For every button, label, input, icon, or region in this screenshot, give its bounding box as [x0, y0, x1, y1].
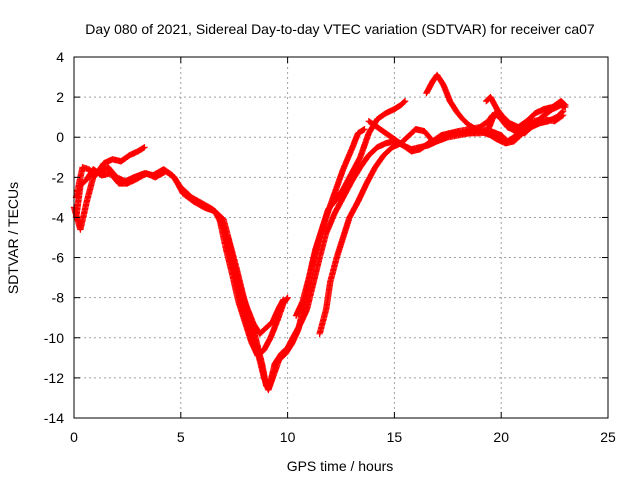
- series-markers: [365, 107, 567, 153]
- series-markers: [224, 234, 287, 337]
- y-tick-label: -6: [52, 250, 65, 266]
- y-tick-label: 2: [56, 89, 64, 105]
- y-tick-labels: -14 -12 -10 -8 -6 -4 -2 0 2 4: [44, 49, 64, 426]
- y-tick-label: -8: [52, 290, 65, 306]
- y-tick-label: -14: [44, 410, 64, 426]
- series-track-6: [292, 97, 409, 319]
- plot-frame: [73, 56, 609, 419]
- x-tick-labels: 0 5 10 15 20 25: [70, 429, 616, 445]
- x-tick-label: 15: [387, 429, 403, 445]
- series-track-3: [72, 126, 368, 394]
- y-axis-label: SDTVAR / TECUs: [5, 182, 21, 294]
- x-tick-label: 25: [600, 429, 616, 445]
- data-points: [70, 71, 569, 394]
- series-track-5: [224, 234, 287, 337]
- series-markers: [483, 93, 569, 131]
- series-markers: [216, 214, 291, 359]
- y-tick-label: 0: [56, 129, 64, 145]
- series-markers: [72, 126, 368, 394]
- series-markers: [292, 97, 409, 319]
- y-tick-label: -4: [52, 209, 65, 225]
- x-axis-label: GPS time / hours: [287, 458, 394, 474]
- y-tick-label: -12: [44, 370, 64, 386]
- series-track-10: [365, 107, 567, 153]
- series-track-9: [483, 93, 569, 131]
- series-track-4: [216, 214, 291, 359]
- x-tick-label: 20: [493, 429, 509, 445]
- y-tick-label: -10: [44, 330, 64, 346]
- chart-title: Day 080 of 2021, Sidereal Day-to-day VTE…: [85, 21, 595, 37]
- y-tick-label: 4: [56, 49, 64, 65]
- x-tick-label: 0: [70, 429, 78, 445]
- axis-ticks: [73, 56, 609, 419]
- y-tick-label: -2: [52, 169, 65, 185]
- x-tick-label: 5: [177, 429, 185, 445]
- x-tick-label: 10: [280, 429, 296, 445]
